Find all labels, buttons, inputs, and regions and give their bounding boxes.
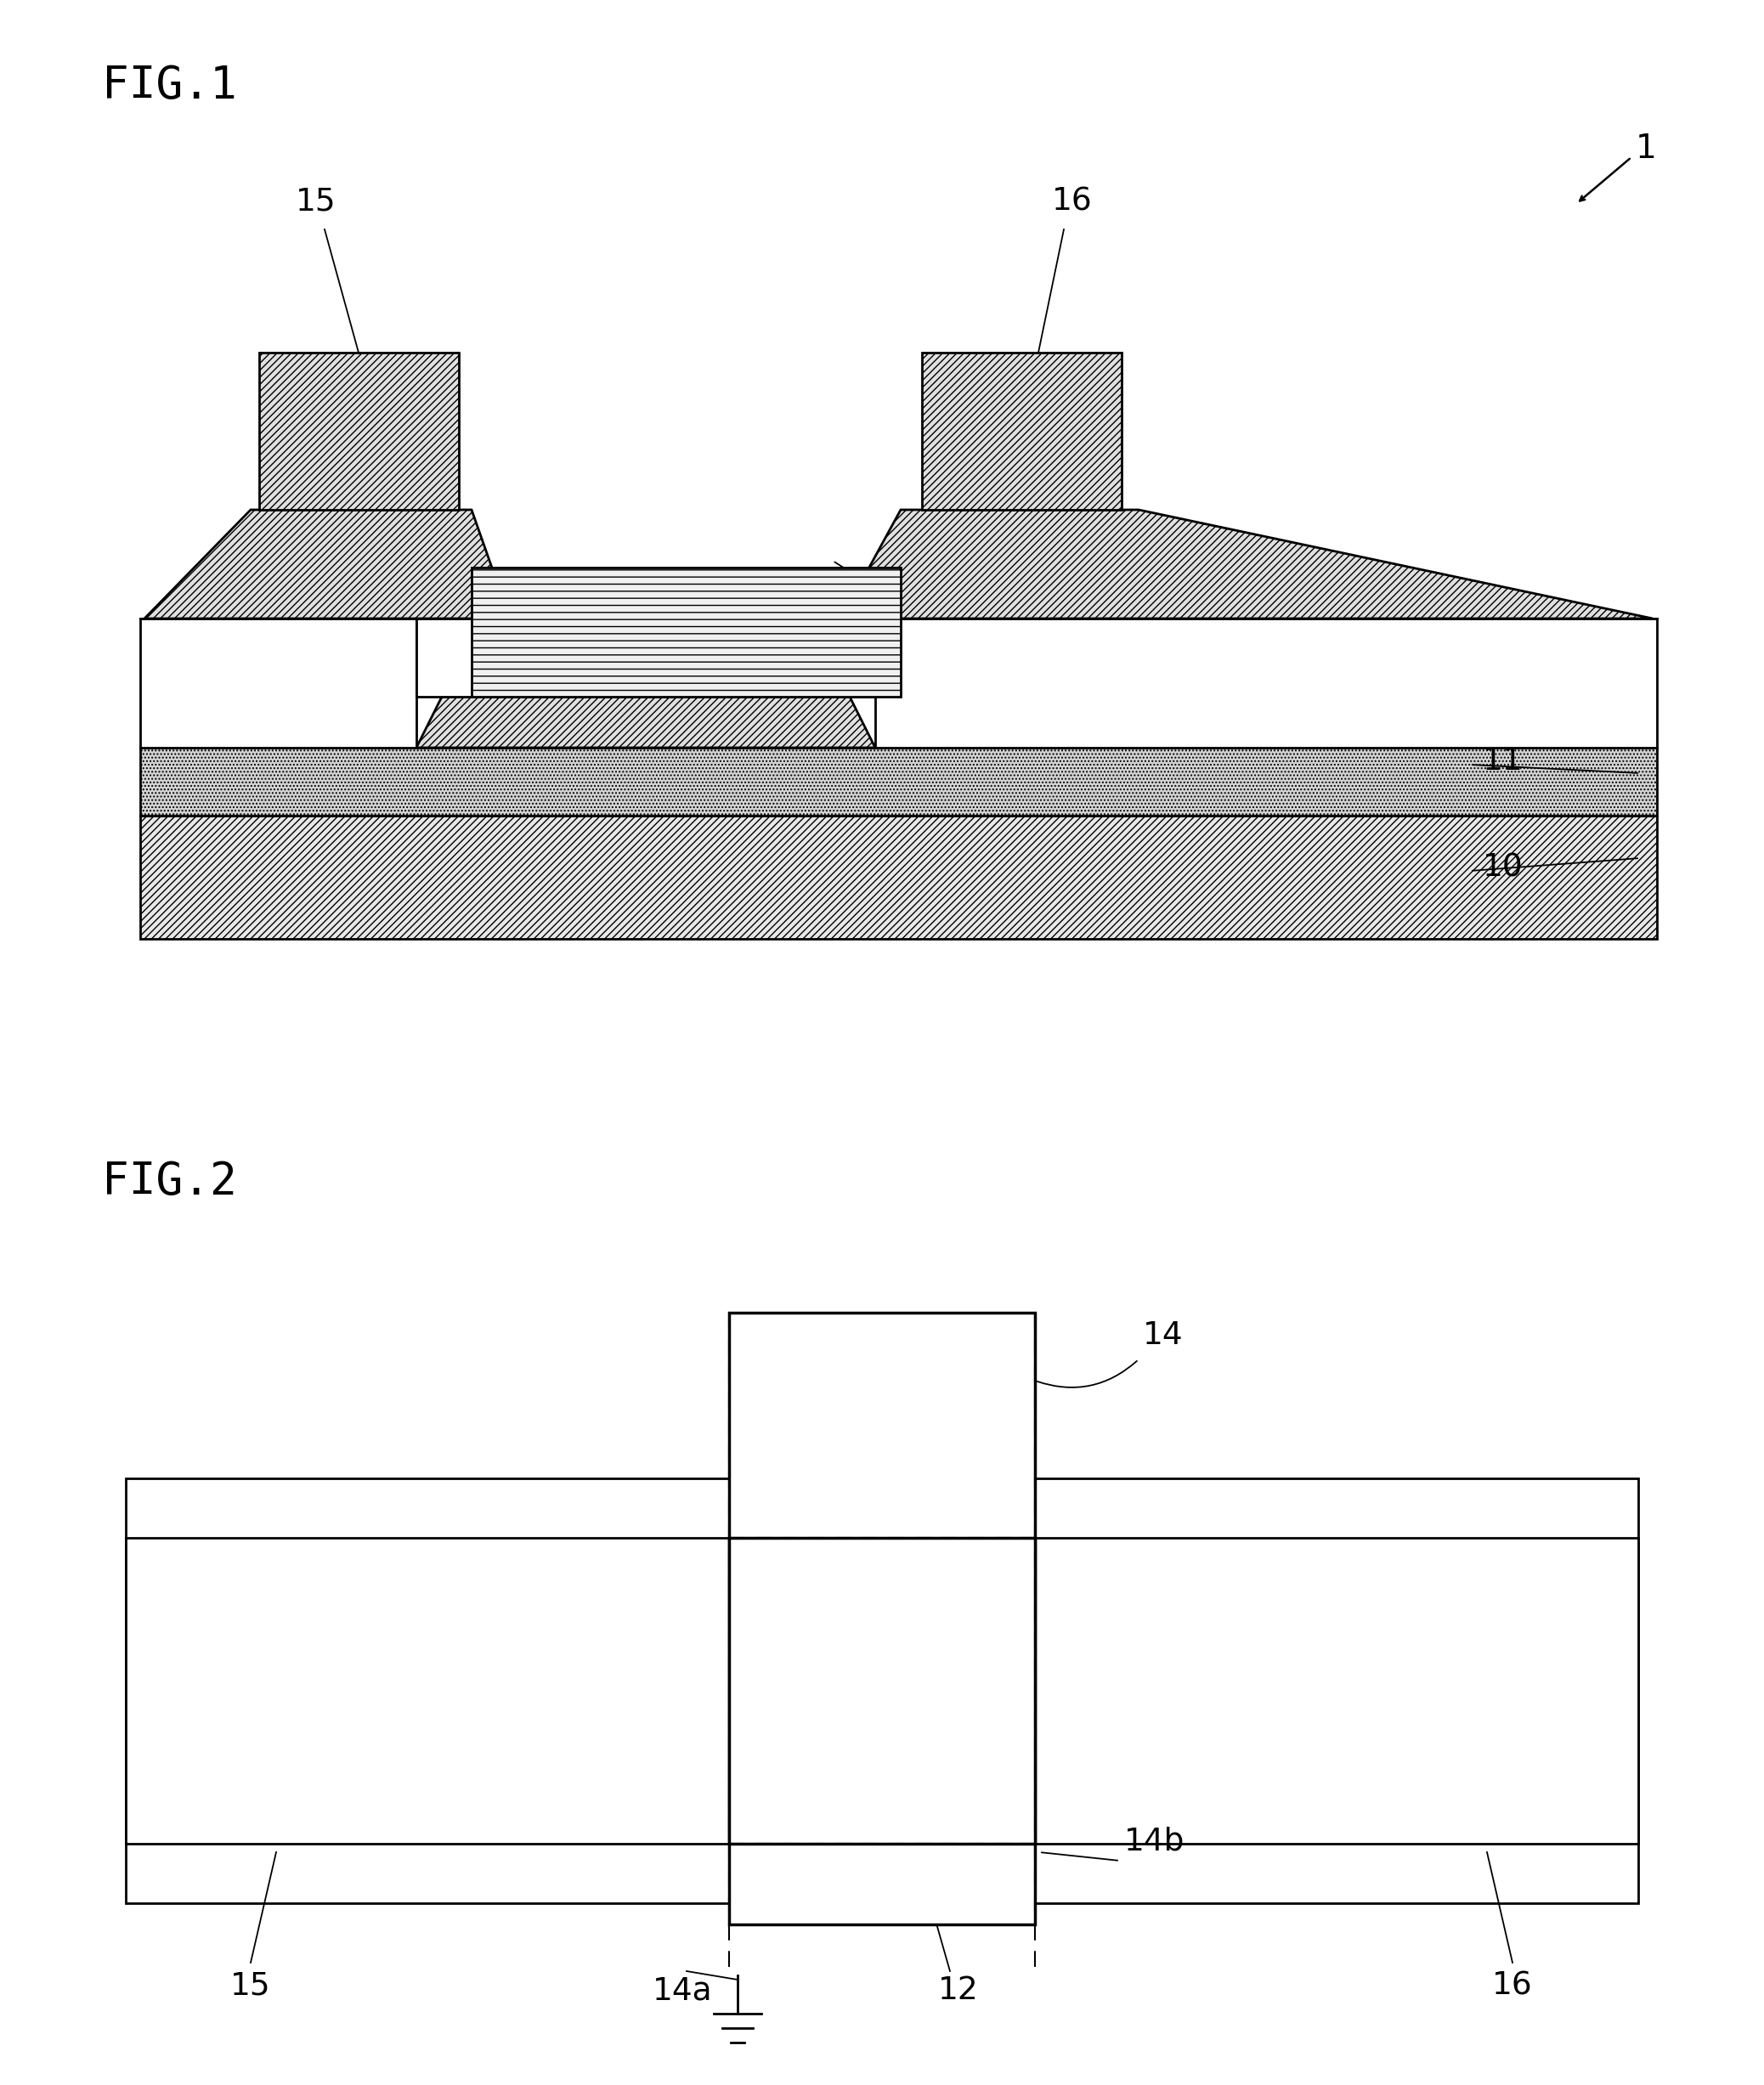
Polygon shape [416,619,875,696]
Text: 12: 12 [938,1974,979,2006]
Bar [139,815,1656,938]
Text: 12: 12 [1484,698,1524,730]
Text: 14: 14 [1143,1320,1184,1351]
Text: 10: 10 [1484,853,1524,884]
Text: 15: 15 [231,1970,272,2002]
Bar [729,1314,1035,1924]
Polygon shape [471,567,901,696]
Polygon shape [875,619,1656,749]
Polygon shape [139,619,416,749]
Text: 13: 13 [1484,657,1522,686]
Text: 14: 14 [1454,613,1494,644]
Text: W: W [997,1664,1032,1699]
Text: FIG.1: FIG.1 [102,65,236,108]
Text: 14b: 14b [1124,1826,1185,1856]
Polygon shape [841,509,1653,619]
Text: 1: 1 [1635,133,1656,165]
Text: L: L [871,1745,893,1783]
Bar [729,1539,1035,1843]
Polygon shape [416,696,875,749]
Bar [125,1478,729,1904]
Bar [259,352,459,509]
Bar [139,749,1656,815]
Bar [125,1539,1639,1843]
Text: FIG.2: FIG.2 [102,1159,236,1203]
Text: 14a: 14a [653,1974,713,2006]
Text: 16: 16 [1051,186,1092,217]
Text: 15: 15 [296,186,337,217]
Bar [1035,1478,1639,1904]
Text: 16: 16 [1492,1970,1533,2002]
Text: 11: 11 [1484,746,1524,776]
Polygon shape [145,509,510,619]
Bar [923,352,1122,509]
